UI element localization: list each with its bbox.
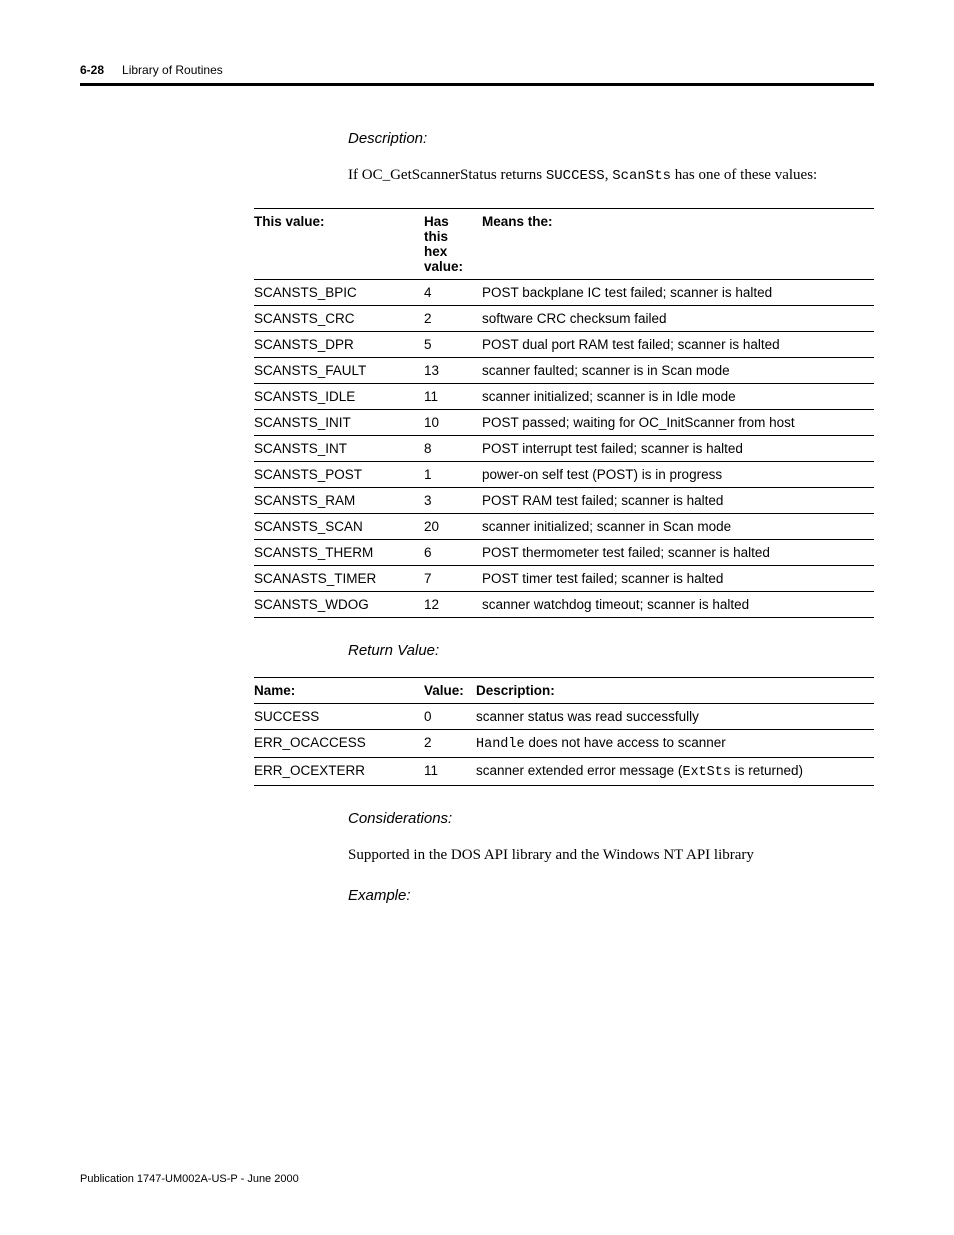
cell-means: scanner initialized; scanner is in Idle …	[482, 383, 874, 409]
col-header-value2: Value:	[424, 677, 476, 703]
cell-value: SCANSTS_DPR	[254, 331, 424, 357]
table-row: SUCCESS0scanner status was read successf…	[254, 703, 874, 729]
cell-value2: 2	[424, 729, 476, 757]
cell-name: ERR_OCEXTERR	[254, 757, 424, 785]
desc-text-before: If OC_GetScannerStatus returns	[348, 167, 546, 183]
scanner-status-table: This value: Has this hex value: Means th…	[254, 208, 874, 618]
table-row: SCANSTS_RAM3POST RAM test failed; scanne…	[254, 487, 874, 513]
cell-hex: 1	[424, 461, 482, 487]
cell-value: SCANSTS_THERM	[254, 539, 424, 565]
considerations-heading: Considerations:	[348, 810, 874, 827]
cell-means: POST timer test failed; scanner is halte…	[482, 565, 874, 591]
col-header-value: This value:	[254, 208, 424, 279]
col-header-hex: Has this hex value:	[424, 208, 482, 279]
page-number: 6-28	[80, 63, 104, 77]
cell-hex: 11	[424, 383, 482, 409]
cell-value: SCANSTS_POST	[254, 461, 424, 487]
cell-hex: 2	[424, 305, 482, 331]
page-header: 6-28 Library of Routines	[80, 63, 874, 77]
table-row: SCANSTS_IDLE11scanner initialized; scann…	[254, 383, 874, 409]
cell-hex: 7	[424, 565, 482, 591]
cell-means: POST passed; waiting for OC_InitScanner …	[482, 409, 874, 435]
cell-value: SCANSTS_BPIC	[254, 279, 424, 305]
cell-hex: 10	[424, 409, 482, 435]
cell-value: SCANSTS_IDLE	[254, 383, 424, 409]
publication-footer: Publication 1747-UM002A-US-P - June 2000	[80, 1173, 299, 1185]
example-heading: Example:	[348, 887, 874, 904]
cell-means: POST RAM test failed; scanner is halted	[482, 487, 874, 513]
cell-hex: 20	[424, 513, 482, 539]
cell-value: SCANSTS_WDOG	[254, 591, 424, 617]
cell-desc: Handle does not have access to scanner	[476, 729, 874, 757]
cell-name: ERR_OCACCESS	[254, 729, 424, 757]
table-row: SCANSTS_POST1power-on self test (POST) i…	[254, 461, 874, 487]
cell-value: SCANSTS_RAM	[254, 487, 424, 513]
cell-desc: scanner extended error message (ExtSts i…	[476, 757, 874, 785]
table-row: SCANSTS_CRC2software CRC checksum failed	[254, 305, 874, 331]
header-title: Library of Routines	[122, 63, 223, 77]
table-row: SCANSTS_SCAN20scanner initialized; scann…	[254, 513, 874, 539]
cell-hex: 8	[424, 435, 482, 461]
cell-value2: 11	[424, 757, 476, 785]
considerations-body: Supported in the DOS API library and the…	[348, 845, 874, 865]
cell-value: SCANSTS_INT	[254, 435, 424, 461]
cell-hex: 12	[424, 591, 482, 617]
table-row: SCANASTS_TIMER7POST timer test failed; s…	[254, 565, 874, 591]
cell-value2: 0	[424, 703, 476, 729]
cell-desc: scanner status was read successfully	[476, 703, 874, 729]
table-row: SCANSTS_BPIC4POST backplane IC test fail…	[254, 279, 874, 305]
cell-value: SCANSTS_FAULT	[254, 357, 424, 383]
cell-hex: 13	[424, 357, 482, 383]
description-heading: Description:	[348, 130, 874, 147]
cell-means: POST interrupt test failed; scanner is h…	[482, 435, 874, 461]
cell-hex: 3	[424, 487, 482, 513]
cell-value: SCANASTS_TIMER	[254, 565, 424, 591]
table-row: SCANSTS_THERM6POST thermometer test fail…	[254, 539, 874, 565]
table-row: SCANSTS_WDOG12scanner watchdog timeout; …	[254, 591, 874, 617]
return-value-table: Name: Value: Description: SUCCESS0scanne…	[254, 677, 874, 786]
cell-name: SUCCESS	[254, 703, 424, 729]
table-row: SCANSTS_DPR5POST dual port RAM test fail…	[254, 331, 874, 357]
table-row: SCANSTS_INIT10POST passed; waiting for O…	[254, 409, 874, 435]
return-value-heading: Return Value:	[348, 642, 874, 659]
col-header-desc: Description:	[476, 677, 874, 703]
table-header-row: Name: Value: Description:	[254, 677, 874, 703]
table-row: SCANSTS_INT8POST interrupt test failed; …	[254, 435, 874, 461]
cell-value: SCANSTS_CRC	[254, 305, 424, 331]
col-header-name: Name:	[254, 677, 424, 703]
cell-means: POST dual port RAM test failed; scanner …	[482, 331, 874, 357]
cell-value: SCANSTS_INIT	[254, 409, 424, 435]
description-paragraph: If OC_GetScannerStatus returns SUCCESS, …	[348, 165, 874, 186]
table-row: ERR_OCEXTERR11scanner extended error mes…	[254, 757, 874, 785]
cell-hex: 6	[424, 539, 482, 565]
cell-means: software CRC checksum failed	[482, 305, 874, 331]
cell-hex: 4	[424, 279, 482, 305]
header-rule	[80, 83, 874, 86]
table-header-row: This value: Has this hex value: Means th…	[254, 208, 874, 279]
cell-value: SCANSTS_SCAN	[254, 513, 424, 539]
cell-means: POST backplane IC test failed; scanner i…	[482, 279, 874, 305]
desc-text-after: has one of these values:	[671, 167, 817, 183]
desc-code-scansts: ScanSts	[612, 168, 671, 184]
col-header-means: Means the:	[482, 208, 874, 279]
desc-code-success: SUCCESS	[546, 168, 605, 184]
cell-means: power-on self test (POST) is in progress	[482, 461, 874, 487]
cell-means: scanner faulted; scanner is in Scan mode	[482, 357, 874, 383]
table-row: ERR_OCACCESS2Handle does not have access…	[254, 729, 874, 757]
cell-hex: 5	[424, 331, 482, 357]
table-row: SCANSTS_FAULT13scanner faulted; scanner …	[254, 357, 874, 383]
cell-means: POST thermometer test failed; scanner is…	[482, 539, 874, 565]
cell-means: scanner initialized; scanner in Scan mod…	[482, 513, 874, 539]
cell-means: scanner watchdog timeout; scanner is hal…	[482, 591, 874, 617]
